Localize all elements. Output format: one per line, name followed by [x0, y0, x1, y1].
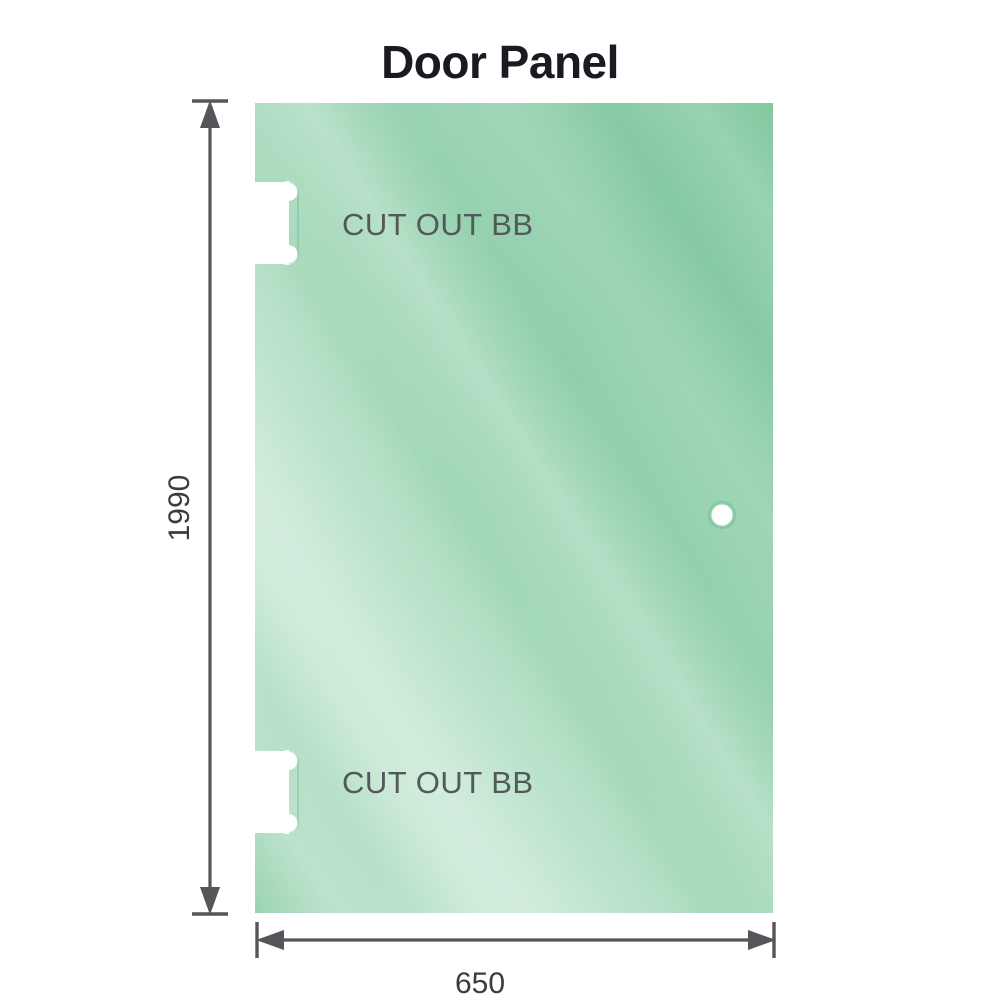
handle-hole-ring: [707, 500, 737, 530]
panel-sheen: [255, 103, 773, 913]
height-dimension-label: 1990: [163, 475, 196, 542]
cutout-label-top: CUT OUT BB: [342, 207, 534, 242]
width-arrow-right: [748, 930, 776, 950]
width-dimension-label: 650: [455, 967, 505, 1000]
width-dimension: 650: [255, 922, 776, 1000]
cutout-label-bottom: CUT OUT BB: [342, 765, 534, 800]
height-arrow-top: [200, 100, 220, 128]
door-panel-glass: [255, 103, 773, 913]
width-arrow-left: [256, 930, 284, 950]
page-title: Door Panel: [381, 36, 619, 88]
height-dimension: 1990: [163, 99, 228, 916]
cutout-edge-shading: [288, 181, 299, 834]
height-arrow-bottom: [200, 887, 220, 915]
